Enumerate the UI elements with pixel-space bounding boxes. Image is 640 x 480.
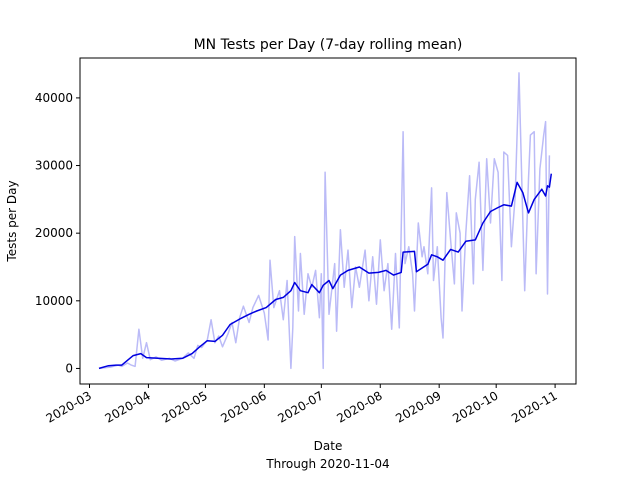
series-line-rolling-mean: [98, 173, 553, 370]
y-tick-label: 0: [65, 361, 73, 375]
y-tick-label: 10000: [35, 294, 73, 308]
y-tick-label: 30000: [35, 159, 73, 173]
plot-area: [98, 72, 553, 370]
y-axis-label: Tests per Day: [5, 180, 19, 262]
x-axis-label: Date: [314, 439, 343, 453]
series-rolling-mean: [98, 173, 553, 370]
chart-title: MN Tests per Day (7-day rolling mean): [194, 37, 463, 53]
y-axis: 0 10000 20000 30000 40000: [35, 91, 80, 375]
plot-frame: [79, 57, 577, 385]
y-tick-label: 40000: [35, 91, 73, 105]
y-tick-label: 20000: [35, 226, 73, 240]
x-axis-note: Through 2020-11-04: [265, 457, 389, 471]
